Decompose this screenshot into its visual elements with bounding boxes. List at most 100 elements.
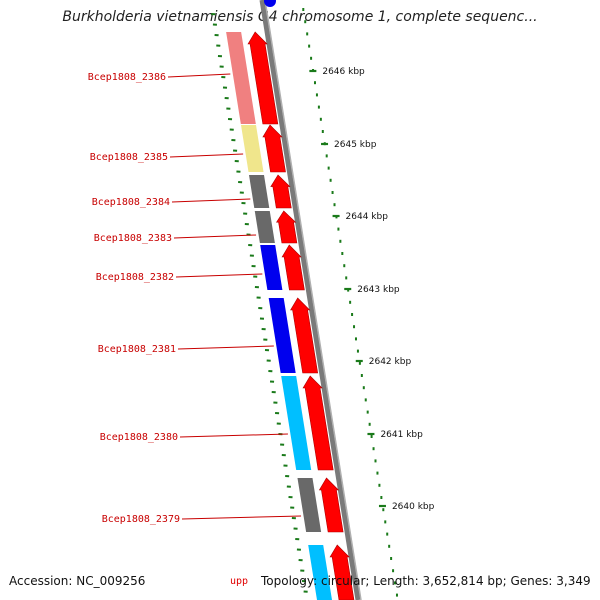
gene-label[interactable]: Bcep1808_2379 (102, 514, 180, 525)
gene-label[interactable]: Bcep1808_2386 (88, 72, 166, 83)
outer-tick (302, 8, 305, 11)
outer-tick (382, 508, 385, 512)
outer-tick (362, 386, 365, 390)
gene-arrow (302, 375, 334, 471)
outer-tick (329, 178, 332, 182)
gene-Bcep1808_2384[interactable] (249, 174, 292, 209)
outer-tick (319, 117, 322, 121)
gene-upp[interactable] (308, 544, 355, 600)
outer-tick (360, 374, 363, 377)
gene-arrow (247, 31, 279, 125)
gene-arrow (276, 210, 298, 244)
origin-marker (264, 0, 276, 7)
outer-tick (372, 447, 375, 451)
gene-Bcep1808_2386[interactable] (226, 31, 279, 125)
gene-layer (226, 31, 355, 600)
outer-tick (306, 32, 309, 36)
cog-block (297, 478, 322, 532)
kbp-tick-label: 2640 kbp (392, 502, 435, 512)
cog-block (241, 125, 264, 172)
kbp-tick-label: 2642 kbp (369, 357, 412, 367)
outer-tick (394, 581, 397, 585)
gene-Bcep1808_2381[interactable] (268, 297, 319, 374)
outer-tick (327, 166, 330, 170)
outer-tick (353, 325, 356, 329)
label-leader-line (175, 273, 263, 278)
cog-block (308, 545, 332, 600)
kbp-tick-label: 2643 kbp (357, 285, 400, 295)
label-leader-line (179, 433, 288, 438)
cog-block (268, 298, 296, 373)
label-leader-line (181, 515, 302, 520)
gene-label[interactable]: Bcep1808_2384 (92, 197, 170, 208)
gene-Bcep1808_2385[interactable] (241, 124, 286, 173)
cog-block (254, 211, 275, 243)
backbone-layer (259, 0, 362, 600)
outer-tick (376, 471, 379, 475)
accession-text: Accession: NC_009256 (9, 574, 146, 588)
outer-tick (354, 337, 357, 341)
outer-tick (317, 105, 320, 109)
gene-arrow (318, 477, 344, 533)
gene-Bcep1808_2380[interactable] (281, 375, 334, 471)
label-leader-line (171, 198, 251, 203)
outer-tick (351, 313, 354, 316)
gene-label-upp[interactable]: upp (230, 576, 249, 587)
outer-tick (386, 532, 389, 536)
backbone-highlight (264, 0, 362, 600)
kbp-tick-label: 2645 kbp (334, 140, 377, 150)
topology-stats-text: Topology: circular; Length: 3,652,814 bp… (261, 574, 591, 588)
map-title: Burkholderia vietnamiensis G4 chromosome… (62, 9, 538, 25)
outer-tick (356, 349, 359, 353)
label-leader-line (167, 73, 231, 78)
outer-tick (358, 361, 361, 365)
gene-label[interactable]: Bcep1808_2380 (100, 432, 178, 443)
kbp-tick-label: 2641 kbp (380, 430, 423, 440)
gene-Bcep1808_2383[interactable] (254, 210, 298, 244)
kbp-tick-label: 2644 kbp (346, 212, 389, 222)
cog-block (249, 175, 270, 208)
outer-tick (349, 300, 352, 304)
gene-label[interactable]: Bcep1808_2381 (98, 344, 176, 355)
gene-Bcep1808_2379[interactable] (297, 477, 344, 533)
outer-tick (370, 435, 373, 438)
tick-layer: 2646 kbp 2645 kbp 2644 kbp 2643 kbp 2642 kbp… (211, 8, 435, 597)
gene-label[interactable]: Bcep1808_2385 (90, 152, 168, 163)
outer-tick (368, 422, 371, 426)
outer-tick (384, 520, 387, 524)
gene-arrow (329, 544, 355, 600)
gene-arrow (281, 244, 305, 291)
label-leader-line (177, 345, 274, 350)
outer-tick (390, 557, 393, 560)
gene-arrow (290, 297, 319, 374)
gene-label[interactable]: Bcep1808_2383 (94, 233, 172, 244)
outer-tick (331, 191, 334, 194)
outer-tick (337, 227, 340, 231)
gene-arrow (262, 124, 286, 173)
outer-tick (395, 593, 398, 597)
outer-tick (364, 398, 367, 402)
outer-tick (366, 410, 369, 414)
outer-tick (341, 252, 344, 255)
kbp-tick-label: 2646 kbp (322, 67, 365, 77)
outer-tick (343, 264, 346, 268)
label-leader-line (173, 234, 257, 239)
outer-tick (310, 56, 313, 60)
outer-tick (345, 276, 348, 280)
label-layer: Bcep1808_2386 Bcep1808_2385 Bcep1808_2384 B… (88, 72, 302, 525)
outer-tick (339, 239, 342, 243)
cog-block (281, 376, 312, 470)
outer-tick (308, 44, 311, 48)
outer-tick (321, 130, 324, 133)
label-leader-line (169, 153, 244, 158)
outer-tick (313, 81, 316, 85)
outer-tick (325, 154, 328, 158)
cog-block (260, 245, 283, 290)
gene-Bcep1808_2382[interactable] (260, 244, 305, 291)
cog-block (226, 32, 256, 124)
outer-tick (378, 483, 381, 487)
outer-tick (304, 20, 307, 24)
outer-tick (315, 93, 318, 97)
gene-label[interactable]: Bcep1808_2382 (96, 272, 174, 283)
